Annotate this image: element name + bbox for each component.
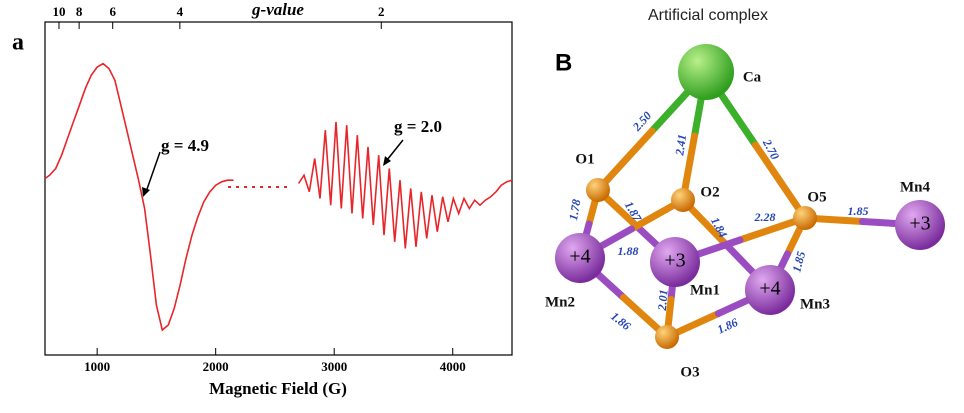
arrowhead [142,187,150,197]
atom-sphere [671,188,695,212]
top-tick-label: 6 [109,4,116,19]
atom-sphere [650,237,700,287]
panel-label: a [12,30,24,56]
atom-label: Mn2 [545,294,575,310]
x-tick-label: 2000 [203,359,229,374]
atom-label: O5 [807,189,826,205]
bond-length: 1.85 [848,204,869,218]
bond-length: 1.86 [608,309,633,333]
atom-sphere [895,200,945,250]
atom-label: O3 [680,364,699,380]
top-tick-label: 4 [177,4,184,19]
bond-half [594,127,656,194]
bond-length: 1.88 [618,244,639,258]
oxidation-state: +4 [759,278,780,300]
annotation: g = 2.0 [394,117,442,136]
top-tick-label: 10 [52,4,65,19]
atom-sphere [793,206,817,230]
annotation: g = 4.9 [161,136,209,155]
atom-label: O2 [700,184,719,200]
atom-label: Mn3 [800,296,830,312]
bond-half [752,141,809,222]
top-axis-title: g-value [251,0,304,19]
atom-label: Ca [743,69,762,85]
atom-sphere [678,44,734,100]
atom-sphere [555,233,605,283]
atoms: Ca O1 O2 O5 Mn4 +3 Mn2 +4 Mn1 +3 Mn3 +4 O3 [545,44,945,380]
plot-frame [44,21,513,356]
x-tick-label: 3000 [321,359,347,374]
atom-label: Mn4 [900,179,931,195]
arrowhead [383,156,391,166]
oxidation-state: +4 [569,246,590,268]
bond-length: 1.85 [789,250,808,274]
x-axis-title: Magnetic Field (G) [209,379,347,398]
atom-sphere [745,265,795,315]
diagram-title: Artificial complex [648,7,768,24]
bond-length: 2.41 [672,133,689,157]
x-tick-label: 1000 [84,359,110,374]
atom-label: O1 [575,151,594,167]
bond-length: 1.86 [715,315,740,337]
x-tick-label: 4000 [440,359,466,374]
oxidation-state: +3 [664,250,685,272]
bond-length: 2.28 [754,210,776,224]
atom-sphere [586,178,610,202]
panel-label: B [555,49,572,76]
arrow [145,151,161,193]
atom-sphere [655,325,679,349]
arrow [386,139,404,161]
spectrum-line [44,62,513,332]
bond-length: 2.01 [655,289,671,312]
oxidation-state: +3 [909,213,930,235]
atom-label: Mn1 [690,282,720,298]
top-tick-label: 2 [378,4,385,19]
bond-length: 1.84 [708,215,730,240]
top-tick-label: 8 [76,4,83,19]
bond-length: 1.78 [566,198,583,221]
